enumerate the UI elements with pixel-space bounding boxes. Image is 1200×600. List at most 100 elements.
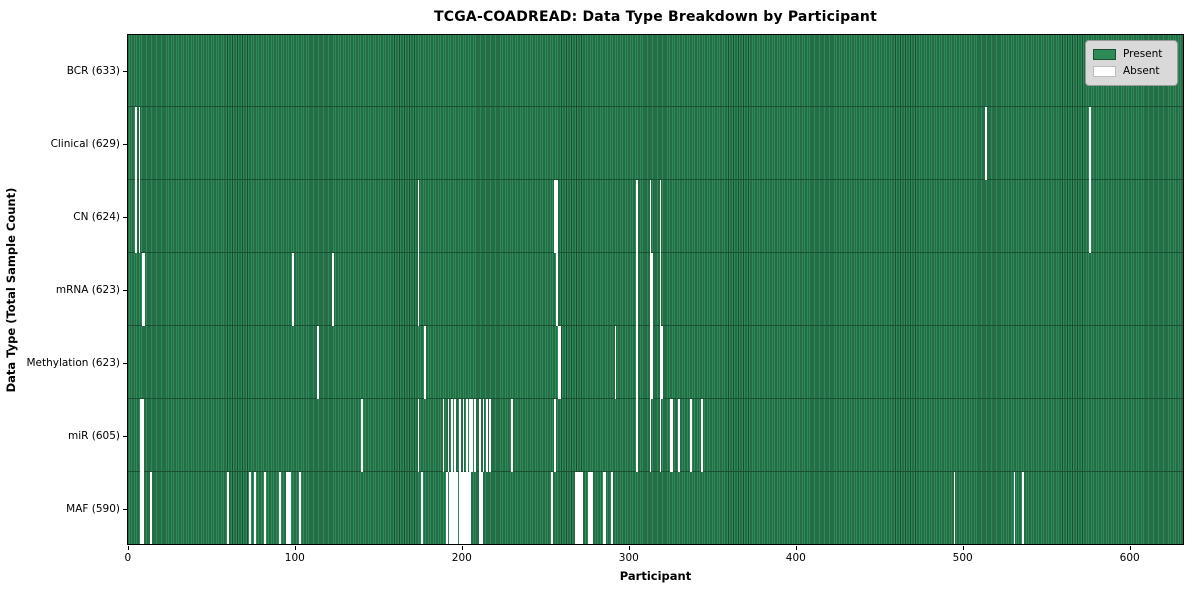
absent-stripe <box>511 399 513 472</box>
absent-stripe <box>557 326 560 399</box>
absent-stripe <box>636 326 639 399</box>
absent-stripe <box>651 326 654 399</box>
absent-stripe <box>559 326 562 399</box>
absent-stripe <box>661 326 664 399</box>
x-axis-title: Participant <box>619 569 692 583</box>
y-tick-mark <box>123 508 127 510</box>
absent-stripe <box>651 253 654 326</box>
absent-stripe <box>671 399 674 472</box>
heatmap-row-methylation <box>127 326 1184 399</box>
absent-stripe <box>701 399 704 472</box>
absent-stripe <box>450 399 453 472</box>
absent-stripe <box>278 472 281 545</box>
heatmap-row-bcr <box>127 34 1184 107</box>
absent-stripe <box>464 472 467 545</box>
legend-label-present: Present <box>1123 48 1163 60</box>
absent-stripe <box>138 107 141 180</box>
absent-stripe <box>589 472 592 545</box>
absent-stripe <box>614 326 617 399</box>
absent-stripe <box>287 472 290 545</box>
absent-stripe <box>288 472 291 545</box>
x-tick-label: 200 <box>451 552 472 564</box>
absent-stripe <box>248 472 251 545</box>
absent-stripe <box>554 180 557 253</box>
absent-stripe <box>454 399 457 472</box>
legend-item-absent: Absent <box>1093 63 1169 80</box>
absent-stripe <box>417 399 420 472</box>
absent-stripe <box>587 472 590 545</box>
x-tick-mark <box>628 546 630 550</box>
absent-stripe <box>417 180 420 253</box>
x-tick-label: 500 <box>952 552 973 564</box>
absent-stripe <box>649 399 652 472</box>
absent-stripe <box>611 472 614 545</box>
absent-stripe <box>489 399 492 472</box>
x-tick-label: 0 <box>124 552 132 564</box>
absent-stripe <box>581 472 583 545</box>
x-tick-mark <box>1129 546 1131 550</box>
absent-stripe <box>985 107 988 180</box>
absent-stripe <box>474 399 477 472</box>
absent-stripe <box>636 180 639 253</box>
y-tick-mark <box>123 362 127 364</box>
legend: Present Absent <box>1085 40 1178 86</box>
y-tick-mark <box>123 143 127 145</box>
absent-stripe <box>481 472 483 545</box>
x-tick-label: 300 <box>618 552 639 564</box>
absent-stripe <box>142 253 144 326</box>
absent-stripe <box>332 253 335 326</box>
absent-stripe <box>659 253 662 326</box>
absent-stripe <box>669 399 672 472</box>
absent-stripe <box>1088 107 1091 180</box>
absent-stripe <box>591 472 593 545</box>
chart-title: TCGA-COADREAD: Data Type Breakdown by Pa… <box>434 9 877 25</box>
absent-stripe <box>459 472 462 545</box>
absent-stripe <box>556 253 558 326</box>
absent-stripe <box>449 472 452 545</box>
x-tick-mark <box>127 546 129 550</box>
y-tick-mark <box>123 435 127 437</box>
absent-stripe <box>140 399 143 472</box>
absent-stripe <box>142 472 144 545</box>
absent-stripe <box>135 180 138 253</box>
y-tick-mark <box>123 216 127 218</box>
absent-stripe <box>467 472 470 545</box>
x-tick-label: 400 <box>785 552 806 564</box>
absent-stripe <box>576 472 578 545</box>
y-tick-label: Clinical (629) <box>50 137 120 150</box>
absent-stripe <box>285 472 288 545</box>
absent-stripe <box>602 472 605 545</box>
heatmap-row-clinical <box>127 107 1184 180</box>
y-tick-mark <box>123 70 127 72</box>
absent-stripe <box>460 472 463 545</box>
absent-stripe <box>636 399 639 472</box>
heatmap-row-mir <box>127 399 1184 472</box>
absent-stripe <box>579 472 582 545</box>
absent-stripe <box>554 399 557 472</box>
present-swatch <box>1093 49 1116 60</box>
y-tick-label: mRNA (623) <box>55 283 120 296</box>
absent-stripe <box>317 326 320 399</box>
absent-stripe <box>454 472 457 545</box>
absent-stripe <box>649 180 652 253</box>
absent-stripe <box>227 472 229 545</box>
absent-stripe <box>551 472 553 545</box>
x-tick-label: 600 <box>1119 552 1140 564</box>
absent-stripe <box>447 399 450 472</box>
absent-stripe <box>138 180 141 253</box>
absent-stripe <box>1022 472 1024 545</box>
absent-stripe <box>360 399 363 472</box>
absent-stripe <box>486 399 488 472</box>
absent-stripe <box>1088 180 1091 253</box>
y-tick-mark <box>123 289 127 291</box>
absent-stripe <box>574 472 577 545</box>
absent-stripe <box>470 399 473 472</box>
absent-stripe <box>479 472 482 545</box>
absent-stripe <box>420 472 423 545</box>
absent-stripe <box>649 326 652 399</box>
absent-stripe <box>462 472 465 545</box>
absent-stripe <box>462 399 465 472</box>
absent-stripe <box>577 472 580 545</box>
absent-stripe <box>142 399 144 472</box>
